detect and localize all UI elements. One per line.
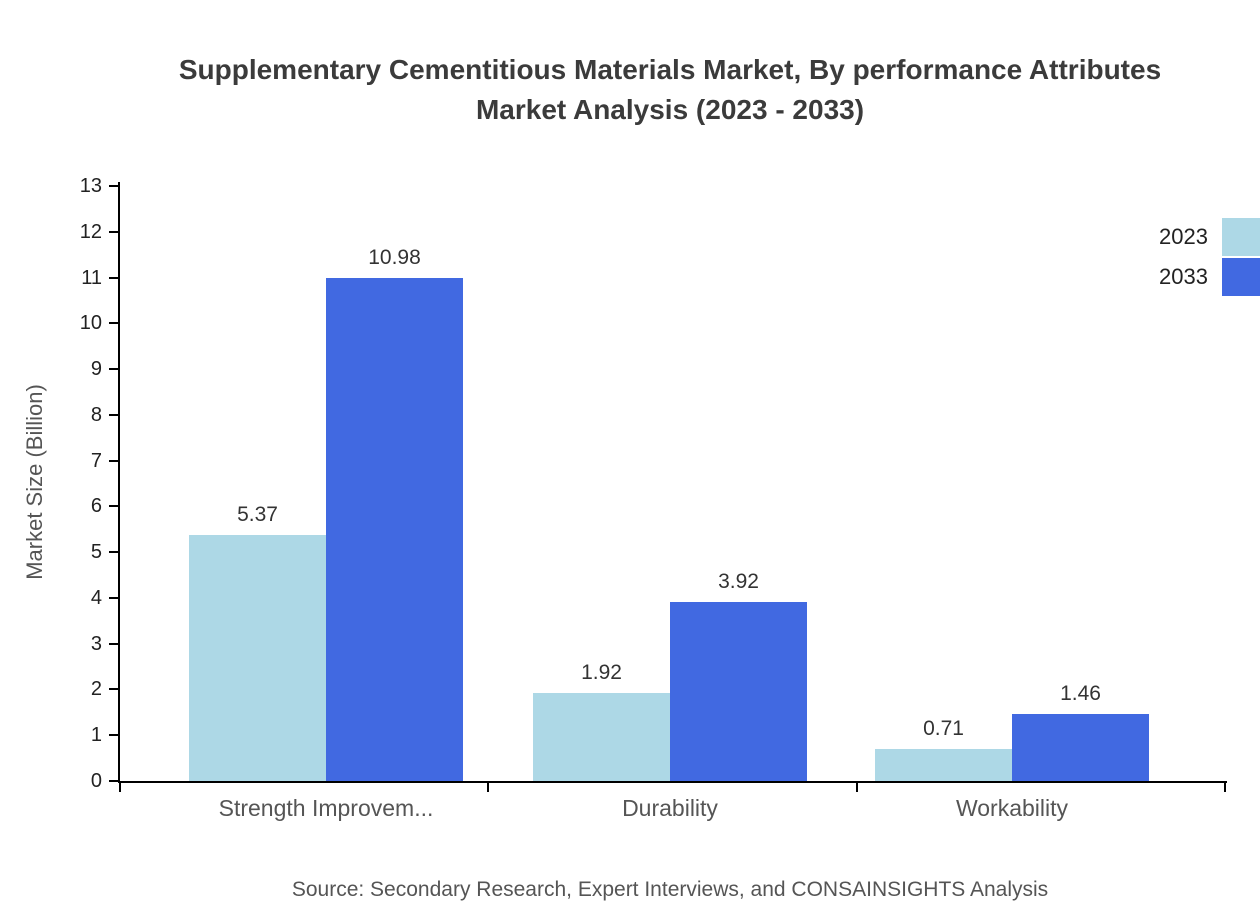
y-tick-label: 3 bbox=[90, 632, 102, 655]
x-tick-mark bbox=[1224, 783, 1226, 792]
x-category-label: Strength Improvem... bbox=[218, 795, 434, 821]
bar-value-label: 1.92 bbox=[581, 661, 622, 685]
x-tick-mark bbox=[855, 783, 858, 792]
legend: 2023 2033 bbox=[1159, 218, 1260, 298]
x-tick-mark bbox=[119, 783, 121, 792]
bar-value-label: 1.46 bbox=[1060, 682, 1101, 706]
x-axis-labels: Strength Improvem... Durability Workabilit… bbox=[120, 795, 1225, 829]
source-note: Source: Secondary Research, Expert Inter… bbox=[291, 878, 1049, 901]
y-tick-label: 7 bbox=[90, 449, 102, 472]
y-tick-mark bbox=[109, 322, 118, 325]
y-tick-mark bbox=[109, 505, 118, 508]
y-tick-mark bbox=[109, 734, 118, 737]
y-tick-mark bbox=[109, 551, 118, 554]
bar-2023-category-1 bbox=[189, 535, 326, 781]
y-tick-label: 5 bbox=[90, 541, 102, 564]
bar-2023-category-3 bbox=[875, 748, 1012, 781]
y-tick-label: 9 bbox=[90, 358, 102, 381]
bar-value-label: 5.37 bbox=[237, 503, 278, 527]
y-tick-label: 4 bbox=[90, 586, 102, 609]
y-tick-label: 13 bbox=[79, 175, 102, 197]
plot-area: 0 1 2 3 4 5 6 7 8 9 10 11 12 13 5.37 10.98 1.92 3.92 0.71… bbox=[80, 175, 1226, 792]
y-tick-label: 1 bbox=[90, 724, 102, 747]
y-tick-label: 12 bbox=[79, 220, 102, 243]
y-tick-label: 6 bbox=[90, 495, 102, 518]
y-tick-label: 2 bbox=[90, 678, 102, 701]
x-category-label: Workability bbox=[955, 795, 1069, 821]
y-tick-mark bbox=[109, 459, 118, 462]
y-tick-label: 0 bbox=[90, 770, 102, 792]
chart-title-line1: Supplementary Cementitious Materials Mar… bbox=[178, 54, 1162, 85]
y-tick-label: 11 bbox=[81, 266, 102, 289]
y-tick-label: 10 bbox=[79, 312, 102, 335]
bar-value-label: 0.71 bbox=[923, 716, 964, 740]
x-category-label: Durability bbox=[622, 795, 718, 821]
bar-2033-category-1 bbox=[326, 278, 463, 781]
chart-title-line2: Market Analysis (2023 - 2033) bbox=[475, 94, 865, 125]
chart-title: Supplementary Cementitious Materials Mar… bbox=[80, 50, 1260, 130]
y-tick-mark bbox=[109, 596, 118, 599]
y-tick-mark bbox=[109, 276, 118, 279]
y-tick-mark bbox=[109, 368, 118, 371]
y-tick-mark bbox=[109, 642, 118, 645]
legend-label: 2023 bbox=[1159, 224, 1208, 249]
legend-item-2023: 2023 bbox=[1159, 218, 1260, 256]
bar-series-area: 5.37 10.98 1.92 3.92 0.71 1.46 bbox=[120, 186, 1225, 781]
legend-label: 2033 bbox=[1159, 264, 1208, 289]
y-tick-mark bbox=[109, 230, 118, 233]
legend-swatch bbox=[1222, 218, 1260, 256]
bar-2033-category-2 bbox=[670, 601, 807, 781]
legend-item-2033: 2033 bbox=[1159, 258, 1260, 296]
bar-value-label: 3.92 bbox=[718, 569, 759, 593]
y-tick-label: 8 bbox=[90, 403, 102, 426]
x-axis-line bbox=[118, 781, 1227, 783]
bar-2023-category-2 bbox=[533, 693, 670, 781]
y-tick-mark bbox=[109, 185, 118, 187]
y-tick-mark bbox=[109, 688, 118, 691]
x-tick-mark bbox=[487, 783, 490, 792]
bar-value-label: 10.98 bbox=[368, 246, 421, 270]
bar-2033-category-3 bbox=[1012, 714, 1149, 781]
y-tick-mark bbox=[109, 780, 118, 782]
y-axis-line bbox=[118, 182, 120, 783]
y-tick-mark bbox=[109, 413, 118, 416]
legend-swatch bbox=[1222, 258, 1260, 296]
